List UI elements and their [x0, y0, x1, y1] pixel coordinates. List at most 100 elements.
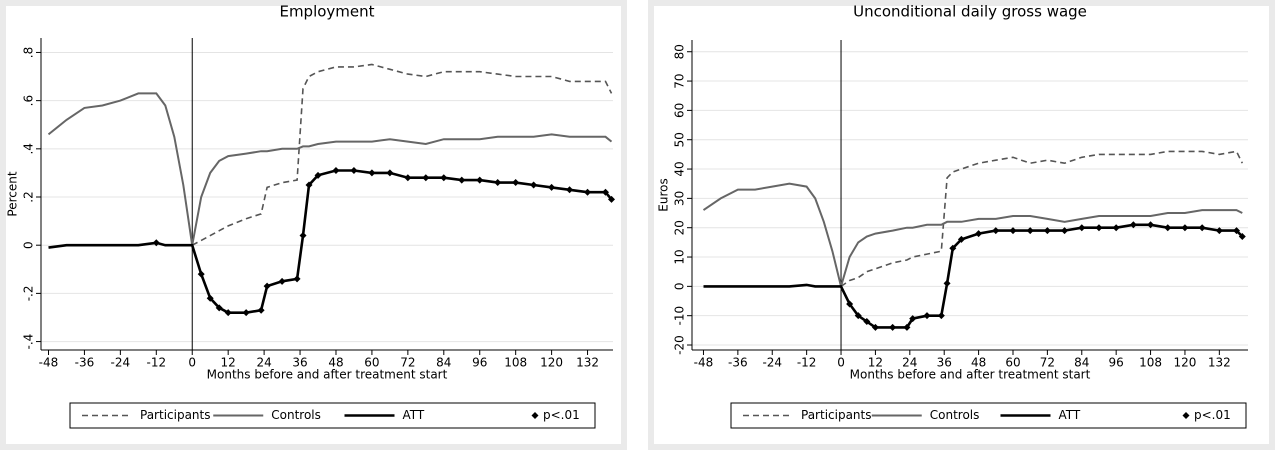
legend-box — [69, 402, 596, 429]
significance-marker — [404, 174, 412, 182]
significance-marker — [1026, 227, 1034, 235]
x-tick-label: -36 — [75, 356, 95, 370]
y-tick-label: -10 — [673, 306, 687, 326]
x-tick-label: 84 — [1074, 356, 1089, 370]
y-tick-label: .6 — [22, 95, 36, 106]
chart-title: Unconditional daily gross wage — [853, 3, 1087, 21]
y-tick-label: .8 — [22, 47, 36, 58]
x-tick-label: 0 — [188, 356, 196, 370]
legend-label: ATT — [1059, 408, 1081, 422]
y-tick-label: -.4 — [22, 334, 36, 350]
chart-title: Employment — [279, 3, 374, 21]
x-tick-label: 48 — [328, 356, 343, 370]
x-tick-label: 0 — [837, 356, 845, 370]
legend-box — [730, 402, 1247, 429]
x-tick-label: 108 — [1139, 356, 1162, 370]
x-tick-label: 36 — [937, 356, 952, 370]
significance-marker — [314, 171, 322, 179]
significance-marker — [937, 312, 945, 320]
legend-label: ATT — [403, 408, 425, 422]
y-tick-label: 30 — [673, 191, 687, 206]
y-tick-label: 60 — [673, 103, 687, 118]
series-line — [702, 182, 1243, 291]
series-line — [47, 92, 613, 246]
significance-marker — [224, 309, 232, 317]
plot-area — [41, 38, 613, 350]
significance-marker — [1043, 227, 1051, 235]
x-tick-label: 108 — [504, 356, 527, 370]
legend-marker — [531, 412, 539, 419]
y-tick-label: 0 — [22, 241, 36, 249]
chart-panel: Unconditional daily gross wage -20 -10 0 10 2… — [648, 0, 1275, 450]
x-tick-label: -48 — [39, 356, 59, 370]
x-tick-label: 132 — [576, 356, 599, 370]
significance-marker — [215, 304, 223, 312]
x-tick-label: -12 — [797, 356, 817, 370]
y-tick-label: 40 — [673, 161, 687, 176]
series-line — [840, 150, 1244, 288]
significance-marker — [903, 323, 911, 331]
legend-label: Participants — [801, 408, 872, 422]
x-tick-label: 96 — [472, 356, 487, 370]
y-tick-label: 20 — [673, 220, 687, 235]
legend-marker — [1182, 412, 1190, 419]
significance-marker — [440, 174, 448, 182]
significance-marker — [863, 318, 871, 326]
significance-marker — [368, 169, 376, 177]
y-tick-label: 80 — [673, 44, 687, 59]
significance-marker — [305, 181, 313, 189]
y-tick-label: 0 — [673, 283, 687, 291]
significance-marker — [608, 195, 616, 203]
y-axis-label: Euros — [657, 178, 671, 211]
legend-label: p<.01 — [1194, 408, 1231, 422]
significance-marker — [846, 300, 854, 308]
significance-marker — [992, 227, 1000, 235]
y-tick-label: 50 — [673, 132, 687, 147]
significance-marker — [1147, 221, 1155, 229]
significance-marker — [152, 239, 160, 247]
series-line — [191, 63, 613, 246]
significance-marker — [566, 186, 574, 194]
significance-marker — [257, 306, 265, 314]
significance-marker — [943, 279, 951, 287]
legend-label: Controls — [930, 408, 980, 422]
y-tick-label: 10 — [673, 249, 687, 264]
chart-panel: Employment -.4 -.2 0 .2 .4 .6 .8 -48 -36 -24 -12 0 12… — [0, 0, 627, 450]
significance-marker — [1198, 224, 1206, 232]
x-tick-label: -36 — [728, 356, 748, 370]
significance-marker — [1233, 227, 1241, 235]
significance-marker — [584, 188, 592, 196]
y-axis-label: Percent — [6, 171, 20, 216]
significance-marker — [1215, 227, 1223, 235]
significance-marker — [1164, 224, 1172, 232]
significance-marker — [458, 176, 466, 184]
x-tick-label: 96 — [1109, 356, 1124, 370]
x-tick-label: 60 — [364, 356, 379, 370]
series-line — [703, 223, 1244, 329]
legend-label: Participants — [140, 408, 211, 422]
y-tick-label: .4 — [22, 143, 36, 154]
significance-marker — [975, 230, 983, 238]
significance-marker — [263, 282, 271, 290]
x-tick-label: -12 — [146, 356, 166, 370]
significance-marker — [602, 188, 610, 196]
x-tick-label: 72 — [400, 356, 415, 370]
x-tick-label: 120 — [540, 356, 563, 370]
series-line — [48, 169, 613, 314]
x-tick-label: 24 — [902, 356, 917, 370]
x-tick-label: -48 — [694, 356, 714, 370]
x-tick-label: 60 — [1005, 356, 1020, 370]
x-axis-label: Months before and after treatment start — [207, 368, 448, 382]
significance-marker — [332, 167, 340, 175]
significance-marker — [494, 179, 502, 187]
significance-marker — [957, 235, 965, 243]
significance-marker — [854, 312, 862, 320]
significance-marker — [1129, 221, 1137, 229]
significance-marker — [1181, 224, 1189, 232]
significance-marker — [530, 181, 538, 189]
legend-label: p<.01 — [543, 408, 580, 422]
x-tick-label: 12 — [868, 356, 883, 370]
x-tick-label: 24 — [256, 356, 271, 370]
significance-marker — [1095, 224, 1103, 232]
x-tick-label: 72 — [1040, 356, 1055, 370]
